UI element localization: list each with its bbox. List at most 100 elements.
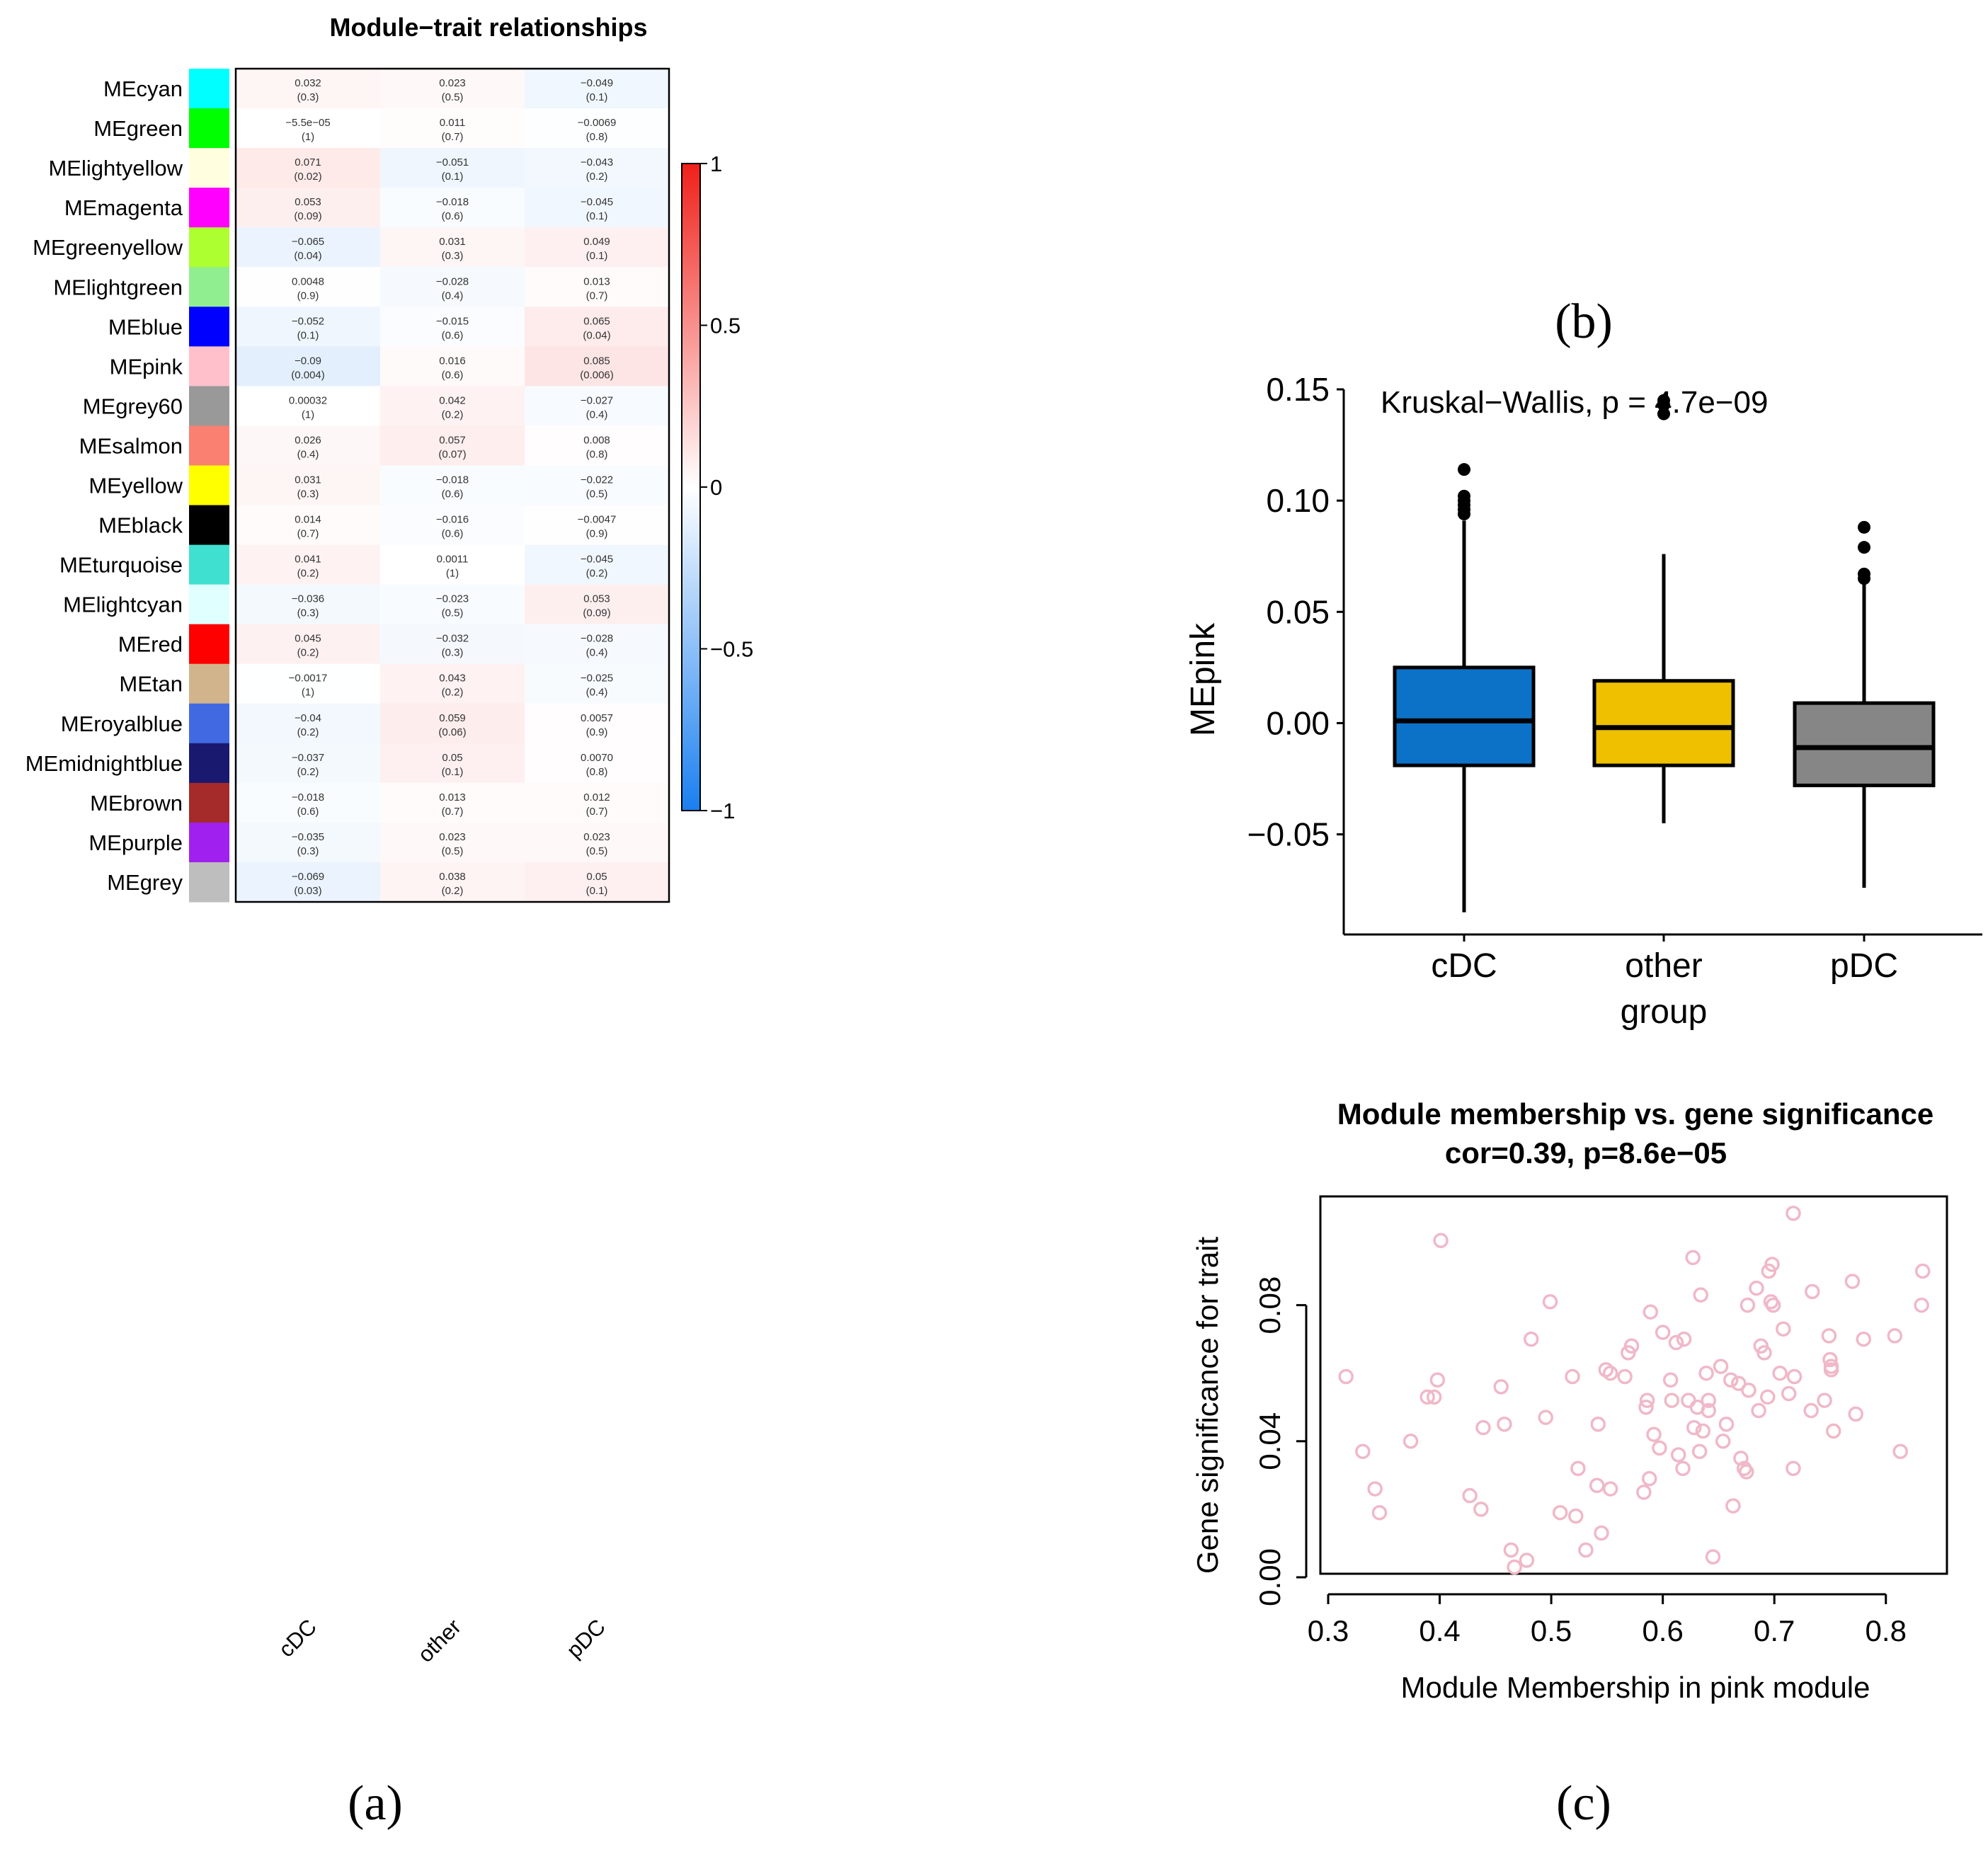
heatmap-cell (236, 108, 380, 149)
boxplot-outlier (1458, 463, 1470, 476)
heatmap-border (234, 67, 670, 903)
scatter-point (1693, 1287, 1708, 1303)
scatter-point (1638, 1400, 1654, 1415)
heatmap-cell-value: −0.037 (292, 752, 324, 764)
scatter-point (1772, 1365, 1788, 1381)
heatmap-cell-value: −0.0047 (578, 514, 617, 526)
heatmap-cell (236, 782, 380, 823)
heatmap-cell-pvalue: (0.5) (586, 488, 608, 501)
heatmap-cell-value: −0.045 (581, 554, 613, 566)
heatmap-cell-value: 0.012 (583, 791, 610, 804)
boxplot-axes: 0.15 0.10 0.05 0.00 −0.05 cDC other pDC (1247, 371, 1982, 985)
scatter-point (1718, 1417, 1735, 1432)
scatter-point (1670, 1447, 1686, 1463)
heatmap-cell-value: −0.022 (581, 474, 613, 486)
kruskal-wallis-annotation: Kruskal−Wallis, p = 4.7e−09 (1381, 385, 1768, 420)
scatter-subtitle: cor=0.39, p=8.6e−05 (1445, 1136, 1727, 1170)
heatmap-cell (236, 465, 380, 506)
boxplot-y-axis-label: MEpink (1184, 622, 1222, 736)
scatter-point (1668, 1334, 1684, 1351)
heatmap-cell-pvalue: (0.1) (586, 250, 608, 262)
heatmap-cell (525, 227, 669, 268)
scatter-point (1805, 1283, 1820, 1300)
module-color-swatch (189, 425, 229, 466)
scatter-point (1497, 1417, 1512, 1432)
heatmap-cell-value: −0.018 (436, 474, 469, 486)
module-color-swatch (189, 227, 229, 268)
heatmap-cell (380, 782, 525, 823)
scatter-point (1655, 1325, 1671, 1340)
heatmap-cell-pvalue: (0.4) (586, 647, 608, 659)
heatmap-cell-pvalue: (0.03) (294, 885, 321, 897)
scatter-point (1652, 1440, 1667, 1456)
heatmap-cell-pvalue: (0.1) (586, 91, 608, 103)
heatmap-cell-pvalue: (0.7) (442, 131, 464, 143)
boxplot-outlier (1458, 489, 1470, 503)
heatmap-row-label: MEblue (108, 314, 183, 339)
heatmap-cell-value: −0.045 (581, 196, 613, 208)
module-color-swatch (189, 386, 229, 426)
heatmap-cell-pvalue: (0.09) (294, 210, 321, 222)
boxplot-outlier (1657, 407, 1670, 421)
heatmap-cell-value: 0.0011 (437, 554, 469, 566)
heatmap-cell-pvalue: (0.7) (297, 528, 319, 540)
heatmap-cell (525, 108, 669, 149)
module-color-swatch (189, 108, 229, 149)
heatmap-cell-pvalue: (0.2) (442, 687, 464, 699)
scatter-point (1589, 1477, 1605, 1494)
module-color-swatch (189, 743, 229, 784)
scatter-y-axis-label: Gene significance for trait (1191, 1237, 1224, 1574)
heatmap-cell-value: 0.065 (583, 315, 610, 327)
heatmap-cell-pvalue: (0.9) (586, 528, 608, 540)
scatter-point (1475, 1419, 1491, 1436)
scatter-point (1643, 1304, 1659, 1320)
heatmap-cell (525, 663, 669, 704)
heatmap-cell-pvalue: (0.2) (442, 885, 464, 897)
scatter-y-tick-label: 0.00 (1253, 1548, 1286, 1606)
heatmap-cell (380, 544, 525, 585)
scatter-point (1892, 1443, 1908, 1459)
scatter-point (1594, 1525, 1609, 1541)
scatter-point (1781, 1385, 1797, 1402)
heatmap-cell-value: −0.043 (581, 156, 613, 168)
scatter-point (1433, 1233, 1449, 1249)
scatter-y-tick-label: 0.08 (1253, 1276, 1286, 1334)
scatter-point (1371, 1504, 1388, 1521)
scatter-point (1523, 1331, 1539, 1347)
heatmap-cell-value: 0.05 (442, 752, 462, 764)
heatmap-cell-value: 0.057 (439, 434, 466, 446)
scatter-point (1914, 1297, 1929, 1313)
scatter-point (1552, 1504, 1568, 1521)
scatter-point (1739, 1464, 1754, 1480)
scatter-point (1676, 1331, 1692, 1347)
heatmap-cell-value: 0.041 (295, 554, 321, 566)
heatmap-row-label: MEmidnightblue (25, 751, 183, 776)
colorbar-tick-label: −0.5 (710, 637, 753, 662)
scatter-point (1786, 1368, 1803, 1385)
heatmap-cell-value: −0.028 (436, 275, 469, 287)
boxplot-y-tick-label: 0.05 (1266, 593, 1330, 630)
scatter-point (1462, 1487, 1478, 1504)
module-color-swatch (189, 584, 229, 625)
scatter-point (1426, 1389, 1442, 1405)
scatter-point (1602, 1365, 1618, 1381)
scatter-x-tick-label: 0.4 (1419, 1614, 1460, 1647)
scatter-point (1590, 1417, 1606, 1432)
colorbar (681, 163, 701, 811)
heatmap-cell-value: 0.032 (295, 77, 321, 89)
scatter-point (1740, 1297, 1756, 1313)
scatter-point (1856, 1331, 1871, 1347)
heatmap-cell (380, 505, 525, 546)
heatmap-cell (525, 743, 669, 784)
colorbar-ticks: 1 0.5 0 −0.5 −1 (700, 151, 753, 823)
heatmap-cell-pvalue: (0.6) (442, 329, 464, 341)
scatter-point (1765, 1297, 1781, 1313)
panel-c-label: (c) (1556, 1776, 1611, 1831)
heatmap-cell (525, 267, 669, 307)
boxplot-boxes (1393, 394, 1936, 913)
heatmap-cell (236, 148, 380, 188)
heatmap-cell-pvalue: (0.2) (297, 726, 319, 738)
heatmap-row-label: MElightgreen (53, 275, 183, 299)
heatmap-cell-value: 0.013 (439, 791, 466, 804)
heatmap-cell (236, 743, 380, 784)
